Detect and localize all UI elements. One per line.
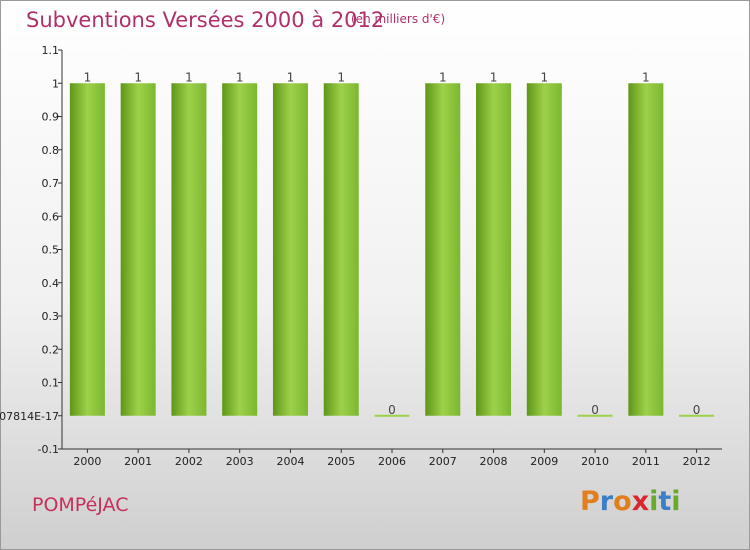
bar (425, 83, 461, 416)
x-tick-label: 2011 (632, 455, 660, 468)
bar (374, 414, 410, 417)
y-tick-label: 1.1 (42, 44, 60, 57)
chart-unit-label: (en milliers d'€) (351, 12, 446, 26)
logo-letter: i (671, 486, 681, 517)
x-tick-label: 2005 (327, 455, 355, 468)
data-label: 1 (439, 70, 447, 84)
data-label: 1 (540, 70, 548, 84)
bar (577, 414, 613, 417)
data-label: 1 (287, 70, 295, 84)
x-tick-label: 2007 (429, 455, 457, 468)
x-tick-label: 2006 (378, 455, 406, 468)
bar (476, 83, 512, 416)
x-tick-label: 2012 (683, 455, 711, 468)
data-label: 1 (236, 70, 244, 84)
x-tick-label: 2009 (530, 455, 558, 468)
x-tick-label: 2008 (480, 455, 508, 468)
y-tick-label: 0.4 (42, 277, 60, 290)
chart-title: Subventions Versées 2000 à 2012 (26, 8, 385, 32)
y-tick-label: 0.8 (42, 144, 60, 157)
data-label: 1 (337, 70, 345, 84)
commune-name: POMPéJAC (32, 494, 129, 516)
logo-letter: x (631, 486, 650, 517)
logo-letter: P (580, 486, 600, 517)
data-label: 0 (591, 403, 599, 417)
x-tick-label: 2001 (124, 455, 152, 468)
bar (69, 83, 105, 416)
bar (272, 83, 308, 416)
bar (323, 83, 359, 416)
x-tick-label: 2010 (581, 455, 609, 468)
data-label: 1 (134, 70, 142, 84)
logo-letter: o (613, 486, 632, 517)
bar (628, 83, 664, 416)
bar (222, 83, 258, 416)
data-label: 1 (185, 70, 193, 84)
x-tick-label: 2002 (175, 455, 203, 468)
x-tick-label: 2000 (73, 455, 101, 468)
logo-letter: t (658, 486, 672, 517)
data-label: 1 (642, 70, 650, 84)
bar (120, 83, 156, 416)
data-label: 1 (490, 70, 498, 84)
y-tick-label: 0.7 (42, 177, 60, 190)
bar (679, 414, 715, 417)
data-label: 0 (693, 403, 701, 417)
bar (171, 83, 207, 416)
y-tick-label: -0.1 (38, 443, 59, 456)
y-tick-label: 0.9 (42, 111, 60, 124)
x-tick-label: 2003 (226, 455, 254, 468)
data-label: 0 (388, 403, 396, 417)
y-tick-label: 0.2 (42, 343, 60, 356)
proxiti-logo: Proxiti (580, 486, 681, 517)
y-tick-label: 0.3 (42, 310, 60, 323)
data-label: 1 (84, 70, 92, 84)
bar (526, 83, 562, 416)
logo-letter: i (649, 486, 659, 517)
x-tick-label: 2004 (276, 455, 304, 468)
y-tick-label: 0.6 (42, 210, 60, 223)
y-tick-label: 0.1 (42, 377, 60, 390)
y-tick-label: 1 (52, 77, 59, 90)
logo-letter: r (599, 486, 614, 517)
y-tick-label: 1.3877787807814E-17 (0, 410, 59, 423)
y-tick-label: 0.5 (42, 244, 60, 257)
